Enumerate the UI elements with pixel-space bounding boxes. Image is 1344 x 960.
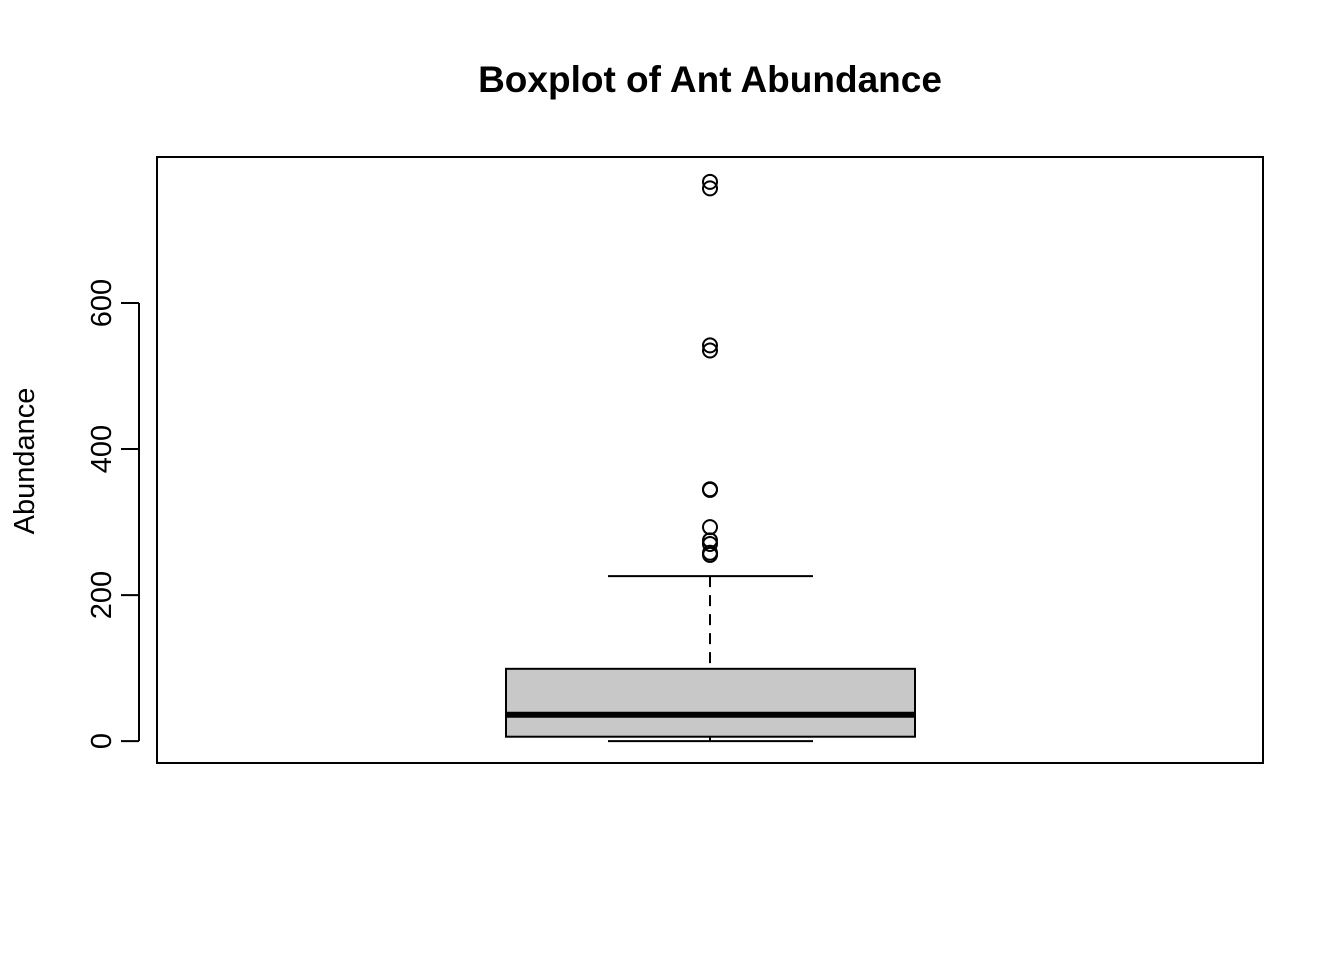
y-axis-label: Abundance — [9, 388, 41, 535]
box-group — [505, 575, 916, 743]
outlier-point — [702, 342, 718, 359]
y-tick-label: 200 — [86, 571, 118, 619]
outlier-point — [702, 337, 718, 354]
y-tick-label: 600 — [86, 279, 118, 327]
y-tick-label: 400 — [86, 425, 118, 473]
y-axis: 0 200 400 600 — [86, 279, 140, 749]
iqr-box — [505, 667, 916, 738]
outlier-point — [702, 180, 718, 197]
outlier-point — [702, 519, 718, 536]
outliers-group — [702, 173, 718, 563]
outlier-point — [702, 481, 718, 498]
chart-title: Boxplot of Ant Abundance — [478, 59, 942, 100]
outlier-point — [702, 173, 718, 190]
outlier-point — [702, 544, 718, 561]
y-tick-label: 0 — [86, 733, 118, 749]
plot-frame — [156, 156, 1264, 764]
